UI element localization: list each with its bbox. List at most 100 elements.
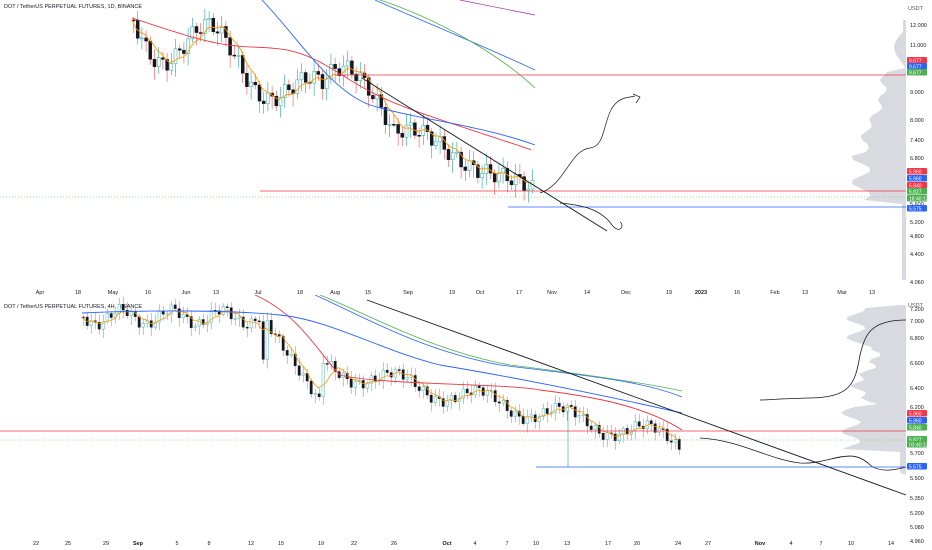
price-tag-background: [907, 205, 927, 212]
candle-body: [441, 398, 445, 407]
time-tick-label: Sep: [133, 541, 144, 547]
candle-body: [245, 73, 249, 87]
time-tick-label: 15: [365, 290, 371, 296]
candle-body: [266, 92, 270, 104]
four-hour-volume-profile: [699, 305, 907, 475]
price-tag-background: [907, 168, 927, 175]
candle-body: [287, 84, 291, 91]
candle-body: [509, 180, 514, 186]
candle-body: [585, 414, 589, 427]
daily-chart-pane[interactable]: DOT / TetherUS PERPETUAL FUTURES, 1D, BI…: [0, 0, 932, 300]
candle-body: [201, 319, 205, 325]
time-tick-label: Oct: [476, 290, 485, 296]
price-tick-label: 7.200: [910, 307, 924, 313]
four-hour-time-axis[interactable]: 22 25 29 Sep 5 8 12 15 19 22 26 Oct 4 7 10 13 17 20 24 27 No…: [33, 541, 894, 547]
candle-body: [397, 369, 401, 371]
price-tag-background: [907, 63, 927, 70]
candle-body: [565, 405, 569, 413]
time-tick-label: Mar: [837, 290, 847, 296]
price-tag-text: 5.827: [909, 189, 922, 195]
candle-body: [492, 172, 497, 183]
candle-body: [446, 149, 451, 161]
candle-body: [345, 60, 350, 67]
time-tick-label: 20: [634, 541, 640, 547]
candle-body: [278, 97, 283, 107]
price-tag-background: [907, 424, 927, 431]
candle-body: [265, 320, 269, 360]
candle-body: [392, 124, 396, 126]
trendline: [366, 299, 907, 496]
candle-body: [303, 72, 308, 83]
price-tick-label: 5.200: [910, 220, 924, 226]
candle-body: [217, 310, 221, 315]
ma-green-line: [379, 0, 536, 89]
candle-body: [665, 428, 669, 442]
four-hour-chart-pane[interactable]: DOT / TetherUS PERPETUAL FUTURES, 4H, BI…: [0, 295, 932, 550]
time-tick-label: 19: [318, 541, 324, 547]
daily-time-axis[interactable]: Apr 18 May 16 Jun 13 Jul 18 Aug 15 Sep 19 Oct 17 Nov 14…: [36, 290, 875, 296]
price-tag-text: 9.677: [909, 70, 922, 76]
candle-body: [274, 95, 279, 107]
time-tick-label: 25: [65, 541, 71, 547]
candle-body: [497, 401, 501, 404]
time-tick-label: 13: [213, 290, 219, 296]
price-tag: 5.960: [907, 410, 927, 417]
four-hour-chart[interactable]: DOT / TetherUS PERPETUAL FUTURES, 4H, BI…: [0, 295, 932, 550]
price-tag-text: 5.960: [909, 411, 922, 417]
four-hour-chart-title: DOT / TetherUS PERPETUAL FUTURES, 4H, BI…: [4, 304, 142, 310]
candle-body: [186, 38, 190, 54]
candle-body: [229, 307, 233, 320]
candle-body: [125, 309, 129, 316]
candle-body: [476, 164, 480, 178]
candle-body: [197, 319, 201, 327]
candle-body: [593, 425, 597, 430]
price-tag-text: 5.827: [909, 437, 922, 443]
candle-body: [413, 122, 417, 136]
four-hour-moving-averages: [81, 295, 683, 441]
candle-body: [421, 386, 425, 391]
ma-blue-upper-line: [374, 0, 536, 71]
time-tick-label: Nov: [547, 290, 557, 296]
candle-body: [513, 174, 518, 186]
candle-body: [105, 313, 109, 322]
price-tag-background: [907, 182, 927, 189]
candle-body: [581, 414, 585, 416]
candle-body: [433, 396, 437, 403]
candle-body: [525, 416, 529, 424]
candle-body: [325, 363, 329, 365]
candle-body: [144, 37, 148, 42]
candle-body: [404, 124, 409, 138]
candle-body: [312, 71, 316, 84]
price-tag: 03:40:13: [907, 441, 929, 448]
candle-body: [109, 313, 113, 318]
candle-body: [429, 394, 433, 403]
time-tick-label: 27: [705, 541, 711, 547]
candle-body: [101, 321, 105, 330]
time-tick-label: 15: [278, 541, 284, 547]
candle-body: [385, 369, 389, 373]
time-tick-label: 22: [33, 541, 39, 547]
ma-red-line: [254, 295, 683, 431]
candle-body: [375, 94, 379, 100]
price-tag: 5.840: [907, 424, 927, 431]
projection-arrowhead: [632, 93, 641, 104]
candle-body: [513, 410, 517, 417]
candle-body: [317, 393, 321, 397]
price-tag-text: 18:40:13: [909, 196, 929, 202]
candle-body: [573, 406, 577, 418]
time-tick-label: 10: [533, 541, 539, 547]
price-tag: 5.575: [907, 463, 927, 470]
candle-body: [387, 124, 392, 126]
price-tag-text: 5.960: [909, 176, 922, 182]
candle-body: [526, 188, 531, 191]
candle-body: [473, 385, 477, 396]
candle-body: [320, 74, 325, 90]
price-tag: 9.677: [907, 57, 927, 64]
candle-body: [241, 316, 245, 328]
candle-body: [240, 55, 245, 74]
price-tick-label: 7.400: [910, 138, 924, 144]
projection-path-down: [559, 202, 623, 230]
time-tick-label: 29: [103, 541, 109, 547]
candle-body: [209, 310, 213, 323]
daily-chart[interactable]: DOT / TetherUS PERPETUAL FUTURES, 1D, BI…: [0, 0, 932, 300]
